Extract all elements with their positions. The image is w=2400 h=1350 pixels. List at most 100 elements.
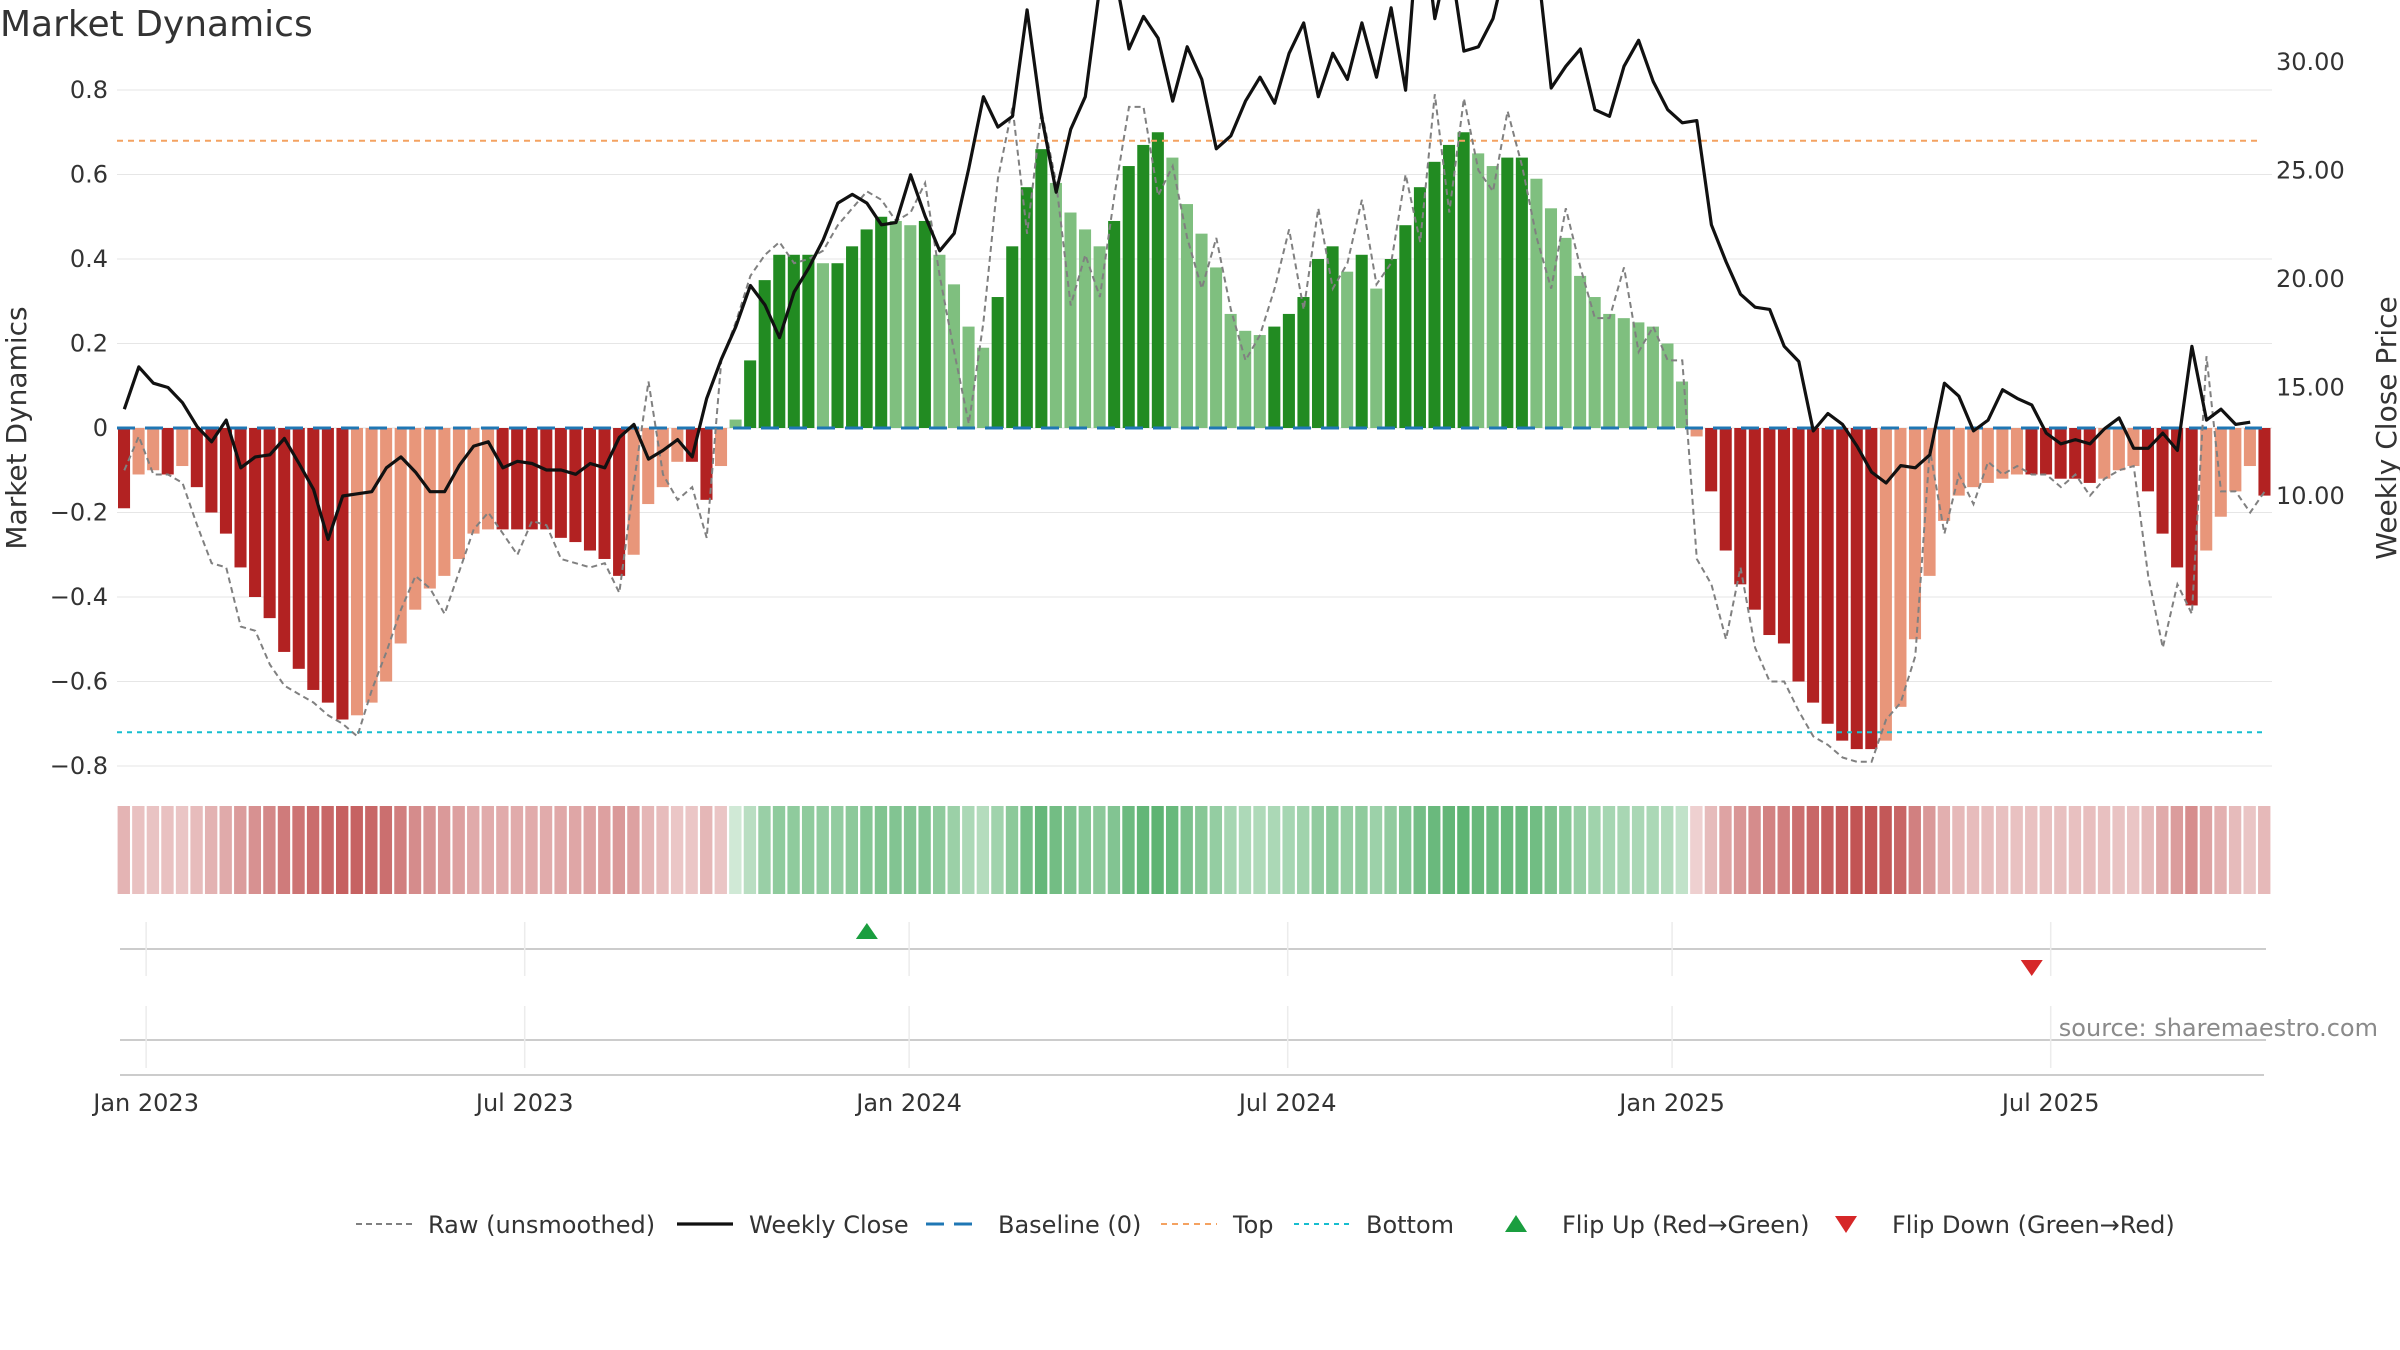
trend-cell-73 (1180, 806, 1193, 894)
bar-122 (1894, 428, 1907, 707)
bar-30 (554, 428, 567, 538)
bar-123 (1908, 428, 1922, 640)
trend-cell-142 (2185, 806, 2198, 894)
bar-83 (1326, 246, 1339, 428)
trend-cell-115 (1792, 806, 1805, 894)
trend-cell-32 (583, 806, 596, 894)
trend-cell-57 (947, 806, 960, 894)
bar-137 (2112, 428, 2125, 471)
bar-29 (540, 428, 553, 530)
trend-cell-6 (204, 806, 218, 894)
bar-78 (1253, 335, 1266, 428)
bar-132 (2040, 428, 2053, 475)
y-tick-label-7: 0.6 (70, 161, 108, 189)
trend-cell-36 (641, 806, 655, 894)
trend-cell-27 (510, 806, 524, 894)
bar-21 (423, 428, 436, 589)
trend-cell-55 (918, 806, 931, 894)
bar-46 (787, 254, 800, 428)
trend-cell-77 (1238, 806, 1252, 894)
bar-51 (860, 229, 873, 428)
trend-cell-3 (161, 806, 174, 894)
bar-58 (962, 326, 975, 428)
trend-cell-98 (1544, 806, 1557, 894)
trend-cell-120 (1864, 806, 1878, 894)
y2-tick-label-0: 10.00 (2276, 482, 2345, 510)
trend-cell-13 (306, 806, 320, 894)
trend-cell-18 (379, 806, 393, 894)
trend-cell-14 (321, 806, 334, 894)
x-tick-label-0: Jan 2023 (91, 1089, 199, 1117)
trend-cell-56 (933, 806, 946, 894)
legend-swatch-5 (1505, 1215, 1527, 1232)
trend-cell-137 (2112, 806, 2125, 894)
trend-cell-75 (1209, 806, 1223, 894)
bar-76 (1224, 313, 1237, 428)
legend-label-0: Raw (unsmoothed) (428, 1211, 655, 1239)
bar-125 (1938, 428, 1951, 521)
trend-cell-135 (2083, 806, 2096, 894)
trend-cell-78 (1253, 806, 1266, 894)
trend-cell-79 (1267, 806, 1281, 894)
bar-127 (1967, 428, 1980, 488)
trend-cell-20 (408, 806, 422, 894)
trend-cell-10 (263, 806, 276, 894)
trend-cell-70 (1136, 806, 1150, 894)
bar-96 (1515, 157, 1528, 428)
bar-88 (1399, 225, 1412, 428)
bar-55 (918, 220, 931, 428)
bar-103 (1617, 318, 1630, 428)
trend-cell-128 (1981, 806, 1994, 894)
trend-cell-50 (845, 806, 859, 894)
bar-25 (482, 428, 495, 530)
bar-108 (1690, 428, 1703, 437)
bar-82 (1311, 259, 1325, 428)
bar-120 (1865, 428, 1878, 750)
legend-label-6: Flip Down (Green→Red) (1892, 1211, 2175, 1239)
y2-tick-label-3: 25.00 (2276, 157, 2345, 185)
trend-cell-72 (1165, 806, 1179, 894)
trend-cell-95 (1500, 806, 1514, 894)
trend-cell-132 (2039, 806, 2052, 894)
bar-1 (132, 428, 145, 475)
bar-32 (583, 428, 597, 551)
bar-133 (2054, 428, 2067, 479)
bar-28 (525, 428, 538, 530)
trend-cell-114 (1777, 806, 1790, 894)
chart-title: Market Dynamics (0, 4, 313, 45)
bar-38 (671, 428, 684, 462)
trend-cell-91 (1442, 806, 1455, 894)
trend-cell-108 (1690, 806, 1703, 894)
legend-label-3: Top (1232, 1211, 1274, 1239)
trend-cell-5 (190, 806, 203, 894)
market-dynamics-bars (118, 132, 2271, 750)
bar-23 (452, 428, 465, 559)
bar-121 (1879, 428, 1892, 741)
bar-86 (1370, 288, 1383, 428)
bar-87 (1384, 259, 1397, 428)
bar-116 (1807, 428, 1820, 703)
trend-cell-125 (1937, 806, 1951, 894)
bar-142 (2185, 428, 2198, 606)
bar-146 (2243, 428, 2256, 467)
bar-67 (1093, 246, 1106, 428)
trend-cell-66 (1078, 806, 1091, 894)
trend-cell-61 (1005, 806, 1019, 894)
bar-109 (1705, 428, 1718, 492)
y-tick-label-5: 0.2 (70, 330, 108, 358)
legend-label-5: Flip Up (Red→Green) (1562, 1211, 1810, 1239)
trend-cell-0 (117, 806, 130, 894)
trend-cell-9 (248, 806, 262, 894)
trend-cell-34 (612, 806, 626, 894)
flip-up-marker (855, 923, 878, 939)
bar-104 (1632, 322, 1645, 428)
bar-141 (2171, 428, 2184, 568)
bar-27 (511, 428, 524, 530)
y-tick-label-6: 0.4 (70, 245, 108, 273)
trend-cell-26 (496, 806, 509, 894)
bar-60 (991, 297, 1004, 428)
bar-79 (1268, 326, 1281, 428)
trend-cell-24 (467, 806, 480, 894)
trend-cell-54 (903, 806, 917, 894)
trend-cell-82 (1311, 806, 1324, 894)
